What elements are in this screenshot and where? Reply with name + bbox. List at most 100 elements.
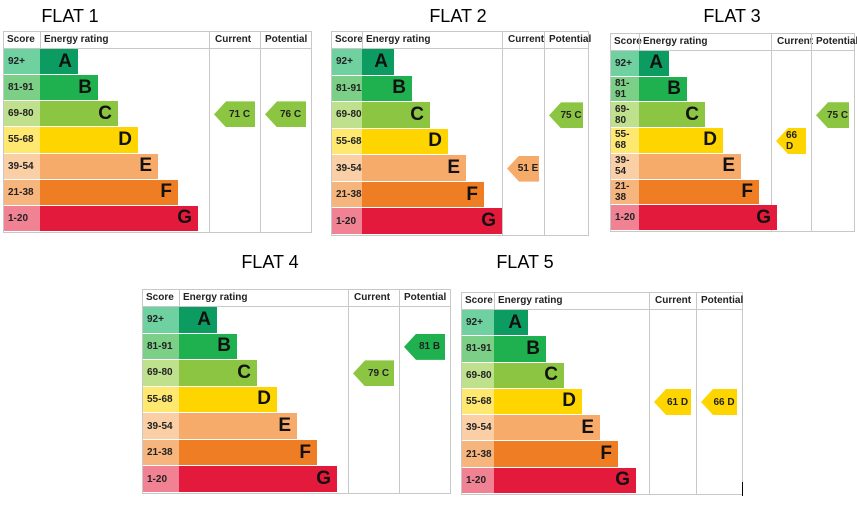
band-letter: B xyxy=(78,76,92,98)
band-row-c: 69-80 C xyxy=(4,101,209,127)
band-letter: E xyxy=(447,157,460,179)
band-range: 92+ xyxy=(4,49,40,75)
epc-header: Score Energy rating Current Potential xyxy=(462,293,744,310)
band-row-g: 1-20 G xyxy=(4,205,209,231)
header-score: Score xyxy=(335,34,363,45)
band-bar-c: C xyxy=(179,360,257,386)
band-bar-f: F xyxy=(494,441,618,467)
header-potential: Potential xyxy=(701,295,744,306)
band-bar-b: B xyxy=(639,76,687,102)
band-row-d: 55-68 D xyxy=(4,127,209,153)
band-range: 69-80 xyxy=(611,102,639,128)
band-bar-b: B xyxy=(362,75,412,102)
band-bar-g: G xyxy=(494,467,636,493)
header-rating: Energy rating xyxy=(498,295,563,306)
band-row-a: 92+ A xyxy=(462,310,649,336)
band-range: 1-20 xyxy=(143,466,179,492)
band-bar-c: C xyxy=(40,101,118,127)
band-range: 81-91 xyxy=(332,75,362,102)
column-divider xyxy=(544,32,545,235)
column-divider xyxy=(399,290,400,493)
band-bar-e: E xyxy=(179,413,297,439)
band-range: 69-80 xyxy=(4,101,40,127)
band-range: 21-38 xyxy=(4,179,40,205)
text-cursor xyxy=(742,482,743,496)
band-letter: E xyxy=(278,415,291,437)
column-divider xyxy=(502,32,503,235)
band-range: 55-68 xyxy=(611,128,639,153)
potential-rating-label: 75 C xyxy=(826,109,849,121)
band-row-e: 39-54 E xyxy=(4,153,209,179)
band-letter: G xyxy=(177,207,192,229)
current-rating-label: 79 C xyxy=(367,367,390,379)
band-range: 55-68 xyxy=(4,127,40,153)
header-current: Current xyxy=(215,34,252,45)
potential-rating-arrow: 75 C xyxy=(549,102,583,129)
band-letter: B xyxy=(526,337,540,359)
epc-header: Score Energy rating Current Potential xyxy=(143,290,450,307)
band-range: 21-38 xyxy=(462,441,494,467)
band-letter: D xyxy=(428,130,442,152)
band-row-c: 69-80 C xyxy=(143,360,348,386)
band-range: 55-68 xyxy=(143,386,179,413)
band-bar-c: C xyxy=(362,102,430,128)
band-range: 21-38 xyxy=(143,439,179,466)
band-letter: B xyxy=(667,78,681,100)
band-bar-e: E xyxy=(362,155,466,181)
band-row-f: 21-38 F xyxy=(611,179,771,205)
band-row-g: 1-20 G xyxy=(332,208,502,234)
band-letter: F xyxy=(466,183,478,205)
band-letter: F xyxy=(160,181,172,203)
header-current: Current xyxy=(354,292,391,303)
band-row-c: 69-80 C xyxy=(332,102,502,128)
band-letter: A xyxy=(374,50,388,72)
band-range: 69-80 xyxy=(332,102,362,128)
epc-chart-flat-3: Score Energy rating Current Potential 92+ A 81… xyxy=(610,33,857,232)
band-bar-f: F xyxy=(179,439,317,466)
band-range: 81-91 xyxy=(4,75,40,101)
band-letter: B xyxy=(217,335,231,357)
band-row-e: 39-54 E xyxy=(611,153,771,179)
current-rating-arrow: 79 C xyxy=(353,360,394,387)
flat-1-title: FLAT 1 xyxy=(41,6,99,26)
header-potential: Potential xyxy=(265,34,308,45)
band-range: 39-54 xyxy=(611,153,639,179)
header-current: Current xyxy=(508,34,545,45)
band-letter: C xyxy=(98,102,112,124)
column-divider xyxy=(649,293,650,494)
header-score: Score xyxy=(465,295,493,306)
epc-chart-flat-5: Score Energy rating Current Potential 92+ A 81… xyxy=(461,292,743,495)
band-row-a: 92+ A xyxy=(332,49,502,75)
band-letter: A xyxy=(649,52,663,74)
band-row-b: 81-91 B xyxy=(4,75,209,101)
epc-chart-flat-4: Score Energy rating Current Potential 92+ A 81… xyxy=(142,289,451,494)
band-range: 92+ xyxy=(332,49,362,75)
epc-header: Score Energy rating Current Potential xyxy=(332,32,591,49)
band-row-f: 21-38 F xyxy=(462,441,649,467)
band-range: 21-38 xyxy=(611,179,639,205)
band-letter: F xyxy=(299,441,311,463)
epc-chart-flat-2: Score Energy rating Current Potential 92+ A 81… xyxy=(331,31,591,236)
band-letter: D xyxy=(257,388,271,410)
band-letter: C xyxy=(237,361,251,383)
band-bar-d: D xyxy=(494,388,582,415)
band-bar-e: E xyxy=(494,415,600,441)
band-row-e: 39-54 E xyxy=(462,415,649,441)
band-range: 1-20 xyxy=(611,205,639,230)
header-current: Current xyxy=(777,36,814,47)
band-bar-g: G xyxy=(179,466,337,492)
band-range: 92+ xyxy=(462,310,494,336)
band-letter: A xyxy=(197,308,211,330)
current-rating-label: 66 D xyxy=(786,130,798,152)
band-range: 1-20 xyxy=(332,208,362,234)
band-letter: D xyxy=(562,390,576,412)
column-divider xyxy=(40,32,41,49)
band-letter: A xyxy=(58,50,72,72)
potential-rating-arrow: 81 B xyxy=(404,333,445,360)
column-divider xyxy=(494,293,495,310)
band-range: 81-91 xyxy=(462,336,494,362)
band-row-e: 39-54 E xyxy=(143,413,348,439)
band-range: 69-80 xyxy=(143,360,179,386)
band-row-g: 1-20 G xyxy=(462,467,649,493)
band-row-a: 92+ A xyxy=(611,51,771,76)
